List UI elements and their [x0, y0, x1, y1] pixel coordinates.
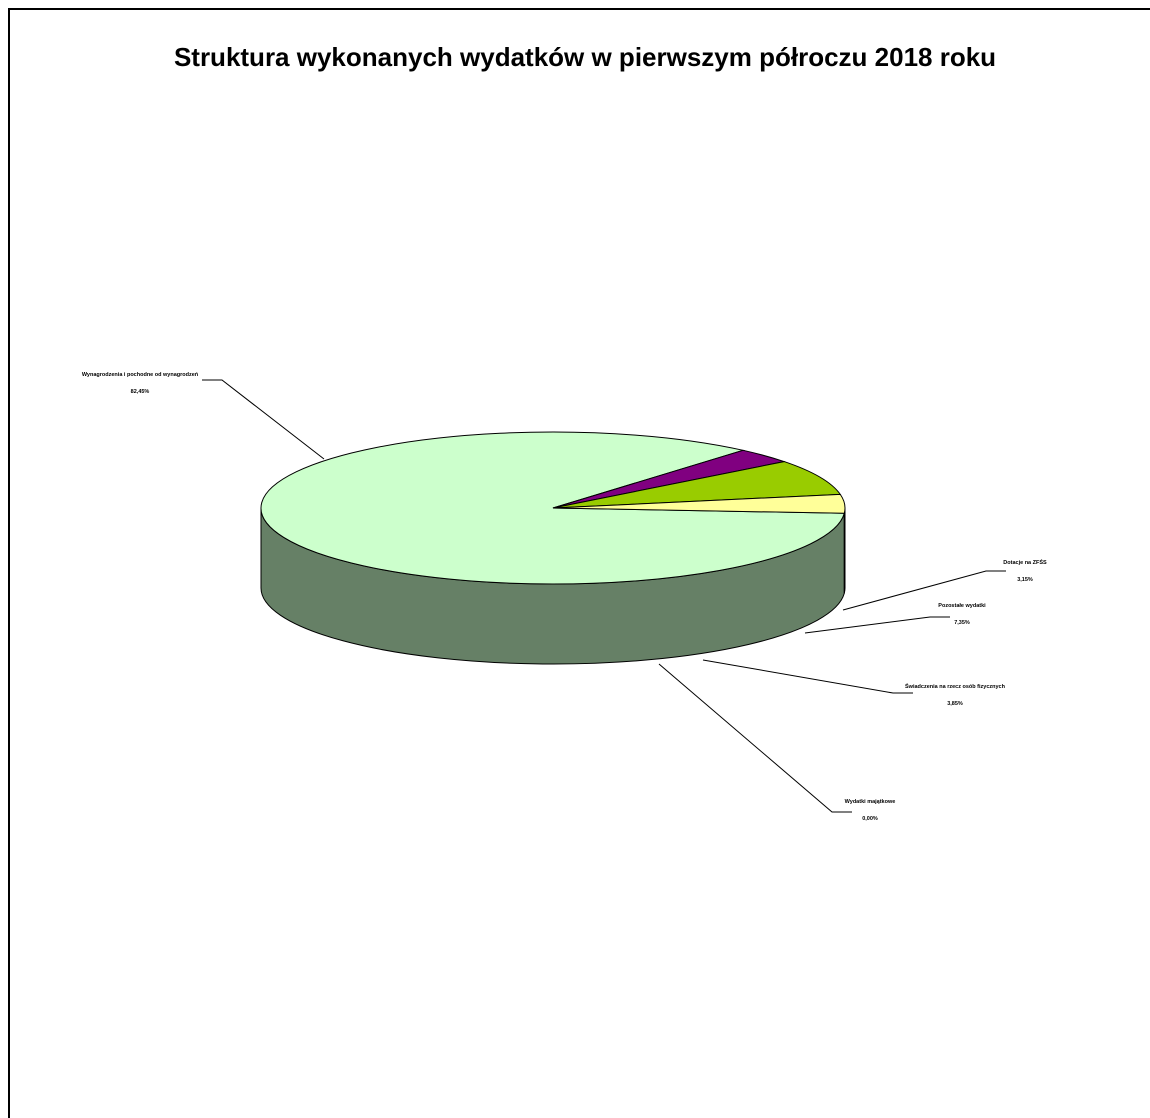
leader-line-dotacje-na-zfss: [842, 570, 1006, 611]
leader-line-swiadczenia-na-rzecz-osob-fizycznych: [702, 659, 913, 694]
label-layer: Wynagrodzenia i pochodne od wynagrodzeń 8…: [82, 372, 1047, 822]
label-value-swiadczenia-na-rzecz-osob-fizycznych: 3,85%: [947, 701, 963, 707]
label-name-wydatki-majatkowe: Wydatki majątkowe: [845, 799, 896, 805]
label-value-pozostale-wydatki: 7,35%: [954, 620, 970, 626]
label-name-swiadczenia-na-rzecz-osob-fizycznych: Świadczenia na rzecz osób fizycznych: [905, 683, 1006, 690]
leader-line-wydatki-majatkowe: [658, 663, 852, 813]
leader-line-pozostale-wydatki: [804, 616, 950, 634]
pie-layer: [260, 431, 846, 665]
pie-slice-pozostale-wydatki: [552, 461, 842, 509]
label-value-dotacje-na-zfss: 3,15%: [1017, 577, 1033, 583]
leader-line-wynagrodzenia-i-pochodne-od-wynagrodzen: [202, 379, 325, 460]
label-value-wynagrodzenia-i-pochodne-od-wynagrodzen: 82,45%: [131, 389, 150, 395]
chart-title: Struktura wykonanych wydatków w pierwszy…: [173, 42, 997, 72]
pie-slice-swiadczenia-na-rzecz-osob-fizycznych: [552, 493, 846, 514]
chart-frame: [8, 8, 1150, 1118]
pie-slice-wynagrodzenia-i-pochodne-od-wynagrodzen: [260, 431, 845, 585]
label-name-dotacje-na-zfss: Dotacje na ZFŚS: [1003, 559, 1047, 566]
pie-side-swiadczenia-na-rzecz-osob-fizycznych: [843, 507, 846, 594]
label-name-wynagrodzenia-i-pochodne-od-wynagrodzen: Wynagrodzenia i pochodne od wynagrodzeń: [82, 372, 199, 378]
label-name-pozostale-wydatki: Pozostałe wydatki: [938, 603, 986, 609]
label-value-wydatki-majatkowe: 0,00%: [862, 816, 878, 822]
